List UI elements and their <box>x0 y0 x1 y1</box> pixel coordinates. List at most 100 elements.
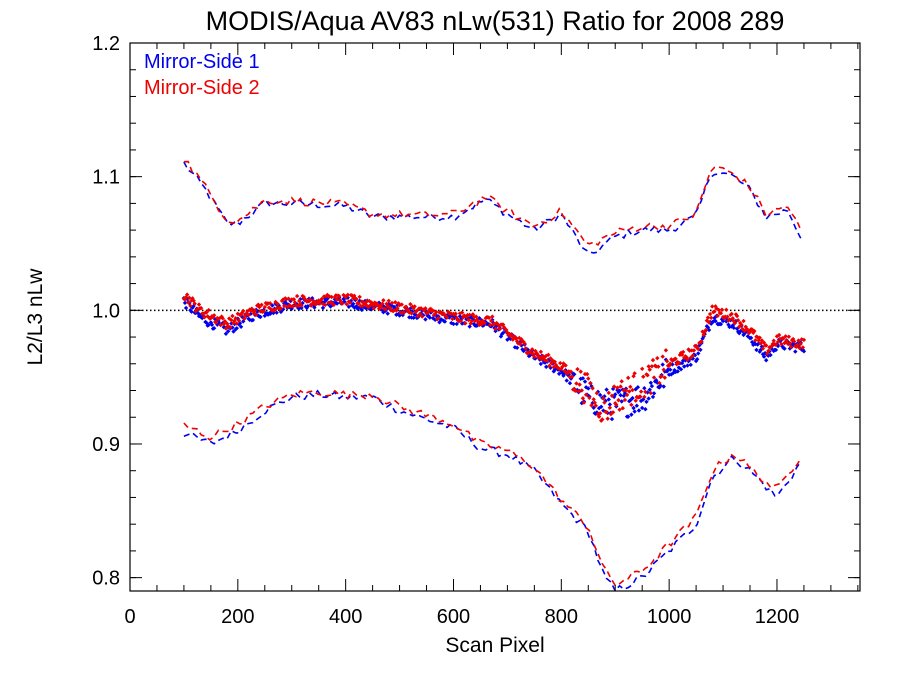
mirror-side-2-point <box>486 315 492 321</box>
y-tick-label: 1.0 <box>92 300 120 322</box>
mirror-side-2-point <box>782 340 787 346</box>
mirror-side-2-point <box>797 345 802 351</box>
mirror-side-2-point <box>322 302 328 308</box>
mirror-side-1-point <box>801 349 807 354</box>
mirror-side-2-point <box>679 352 685 357</box>
mirror-side-2-point <box>395 306 400 311</box>
mirror-side-2-point <box>275 301 280 307</box>
mirror-side-2-point <box>763 343 769 348</box>
mirror-side-2-point <box>563 363 568 368</box>
mirror-side-2-point <box>779 341 784 347</box>
mirror-side-2-point <box>756 338 761 343</box>
mirror-side-2-point <box>642 394 647 400</box>
mirror-side-1-point <box>334 301 340 306</box>
mirror-side-2-point <box>228 325 233 330</box>
mirror-side-2-point <box>469 318 475 324</box>
mirror-side-2-point <box>666 363 672 368</box>
mirror-side-2-point <box>708 315 714 321</box>
mirror-side-1-point <box>544 364 549 370</box>
mirror-side-2-point <box>234 321 239 326</box>
mirror-side-1-point <box>617 388 622 393</box>
mirror-side-1-point <box>514 345 520 350</box>
mirror-side-1-point <box>234 326 239 331</box>
mirror-side-2-point <box>566 369 572 374</box>
mirror-side-2-point <box>569 374 575 379</box>
mirror-side-1-point <box>621 393 627 399</box>
mirror-side-2-point <box>187 295 192 300</box>
mirror-side-1-point <box>607 402 613 407</box>
mirror-side-2-point <box>724 307 729 313</box>
mirror-side-1-point <box>552 367 558 372</box>
mirror-side-2-point <box>629 402 634 408</box>
mirror-side-1-point <box>706 327 712 333</box>
mirror-side-1-point <box>668 367 673 372</box>
mirror-side-2-point <box>577 382 582 387</box>
mirror-side-1-point <box>661 384 666 389</box>
mirror-side-2-point <box>773 342 779 348</box>
mirror-side-2-point <box>648 390 654 396</box>
mirror-side-1-point <box>666 372 672 377</box>
mirror-side-1-point <box>636 408 642 413</box>
mirror-side-2-point <box>605 416 610 421</box>
y-tick-label: 0.9 <box>92 434 120 456</box>
mirror-side-1-point <box>230 325 235 330</box>
mirror-side-2-point <box>600 417 605 422</box>
mirror-side-2-point <box>356 301 361 306</box>
mirror-side-2-point <box>602 400 607 405</box>
mirror-side-1-point <box>208 320 214 325</box>
mirror-side-2-point <box>463 321 468 326</box>
mirror-side-2-point <box>620 405 625 411</box>
mirror-side-1-point <box>647 387 652 392</box>
mirror-side-2-point <box>691 348 697 353</box>
mirror-side-1-point <box>606 397 611 402</box>
mirror-side-2-point <box>601 396 606 401</box>
mirror-side-1-point <box>596 406 602 411</box>
mirror-side-1-point <box>673 369 678 375</box>
mirror-side-2-point <box>532 354 537 360</box>
x-tick-label: 600 <box>437 606 470 628</box>
mirror-side-2-point <box>627 389 632 394</box>
mirror-side-1-point <box>223 331 229 336</box>
mirror-side-1-point <box>586 386 591 391</box>
mirror-side-2-point <box>769 344 774 349</box>
mirror-side-2-point <box>787 341 793 346</box>
mirror-side-2-point <box>331 302 336 308</box>
mirror-side-2-point <box>182 297 188 302</box>
x-tick-label: 1000 <box>647 606 692 628</box>
mirror-side-1-point <box>305 303 311 309</box>
mirror-side-2-point <box>718 310 724 316</box>
mirror-side-2-point <box>198 305 204 311</box>
mirror-side-2-point <box>575 366 580 372</box>
mirror-side-2-point <box>613 401 618 406</box>
mirror-side-2-point <box>363 302 369 308</box>
mirror-side-1-point <box>697 343 702 348</box>
mirror-side-2-point <box>740 326 745 332</box>
mirror-side-2-point <box>732 321 738 326</box>
mirror-side-1-point <box>423 317 428 322</box>
mirror-side-2-point <box>453 311 458 316</box>
mirror-side-2-point <box>450 316 455 322</box>
mirror-side-1-point <box>451 321 456 327</box>
mirror-side-2-point <box>760 346 766 351</box>
mirror-side-2-point <box>616 397 621 403</box>
mirror-side-1-point <box>211 326 217 331</box>
mirror-side-2-point <box>319 296 325 302</box>
mirror-side-1-point <box>619 399 624 404</box>
mirror-side-2-point <box>560 364 565 369</box>
mirror-side-1-point <box>749 339 755 345</box>
mirror-side-2-point <box>618 384 623 389</box>
mirror-side-1-point <box>662 369 668 374</box>
mirror-side-1-point <box>683 358 688 363</box>
mirror-side-1-point <box>615 387 620 393</box>
mirror-side-2-point <box>523 346 528 351</box>
y-tick-label: 0.8 <box>92 568 120 590</box>
mirror-side-2-point <box>625 375 631 381</box>
mirror-side-1-point <box>768 352 773 358</box>
mirror-side-1-point <box>759 344 765 349</box>
mirror-side-2-point <box>552 359 558 365</box>
mirror-side-2-point <box>345 292 351 297</box>
mirror-side-2-point <box>643 389 648 395</box>
mirror-side-1-point <box>238 324 244 329</box>
mirror-side-2-point <box>403 304 409 309</box>
mirror-side-2-point <box>379 305 384 310</box>
